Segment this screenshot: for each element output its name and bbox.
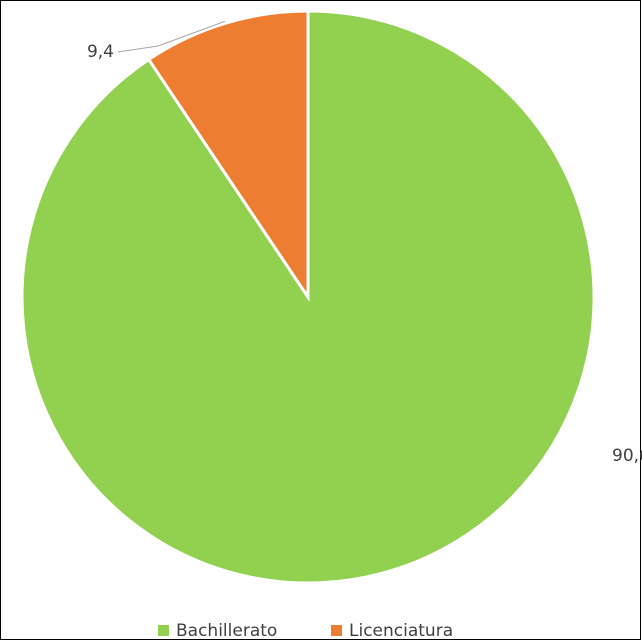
legend-swatch [331,625,342,636]
data-label: 9,4 [87,42,114,62]
legend-label: Bachillerato [176,621,277,641]
data-label: 90,6 [612,446,642,466]
legend-label: Licenciatura [349,621,453,641]
pie-slice [146,9,310,302]
legend-swatch [158,625,169,636]
leader-line [117,20,225,53]
